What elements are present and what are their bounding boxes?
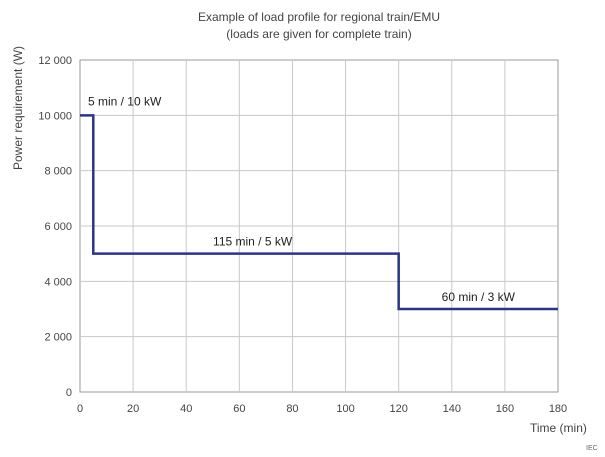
annotation-label: 5 min / 10 kW	[88, 94, 162, 108]
y-tick-label: 12 000	[38, 55, 72, 67]
y-tick-label: 0	[66, 387, 72, 399]
y-tick-label: 4 000	[44, 276, 72, 288]
tick-labels: 0 20 40 60 80 100 120 140 160 180 0 2 000 4 000 6 000…	[38, 55, 567, 415]
x-tick-label: 160	[496, 403, 514, 415]
grid	[80, 60, 558, 392]
annotation-label: 60 min / 3 kW	[442, 290, 516, 304]
chart-subtitle: (loads are given for complete train)	[226, 27, 412, 41]
y-tick-label: 2 000	[44, 332, 72, 344]
x-tick-label: 100	[336, 403, 354, 415]
y-tick-label: 8 000	[44, 166, 72, 178]
annotation-label: 115 min / 5 kW	[213, 235, 293, 249]
y-tick-label: 6 000	[44, 221, 72, 233]
x-tick-label: 80	[286, 403, 298, 415]
iec-watermark: IEC	[586, 445, 598, 452]
x-tick-label: 20	[127, 403, 139, 415]
x-tick-label: 40	[180, 403, 192, 415]
x-tick-label: 0	[77, 403, 83, 415]
x-tick-label: 120	[389, 403, 407, 415]
y-tick-label: 10 000	[38, 110, 72, 122]
annotations: 5 min / 10 kW 115 min / 5 kW 60 min / 3 kW	[88, 94, 516, 304]
series-line-power	[80, 114, 558, 311]
y-axis-label: Power requirement (W)	[11, 46, 25, 170]
x-tick-label: 60	[233, 403, 245, 415]
x-tick-label: 180	[549, 403, 567, 415]
x-axis-label: Time (min)	[530, 421, 587, 435]
x-tick-label: 140	[443, 403, 461, 415]
chart-title: Example of load profile for regional tra…	[197, 10, 441, 24]
